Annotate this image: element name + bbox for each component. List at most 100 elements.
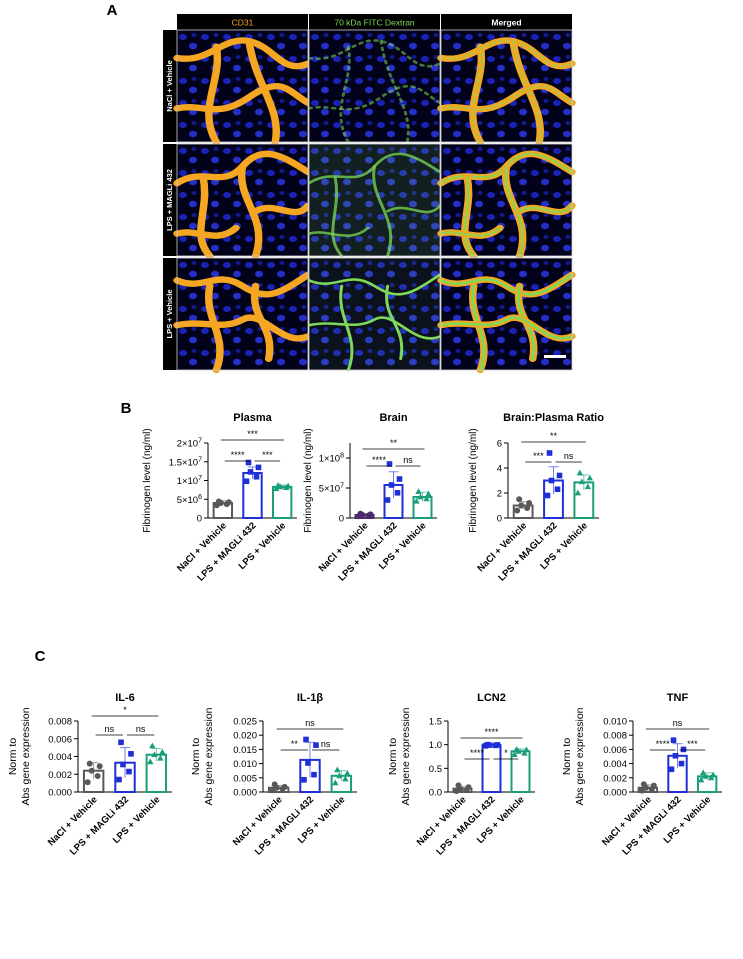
data-point (272, 485, 280, 492)
micrograph-tile (307, 257, 442, 372)
vessel-group (331, 176, 344, 258)
vessel-cd31 (173, 83, 312, 113)
y-tick-label: 0 (339, 514, 344, 525)
vessel-dextran (307, 273, 442, 296)
y-tick-label: 5×107 (319, 483, 344, 495)
dextran-leak-haze (309, 258, 440, 370)
y-tick-label: 4 (497, 464, 502, 475)
bar (510, 750, 531, 793)
significance-label: ns (564, 451, 574, 461)
data-point (305, 760, 311, 766)
vessel-cd31 (437, 83, 576, 113)
data-point (544, 492, 551, 499)
y-tick-label: 0.010 (233, 759, 257, 770)
data-point (225, 499, 232, 506)
significance-label: *** (247, 429, 258, 439)
data-point (94, 773, 101, 780)
significance-label: ns (321, 739, 331, 749)
data-point (116, 776, 122, 783)
vessel-group (437, 271, 576, 298)
nuclei-background (309, 30, 440, 142)
data-point (701, 772, 709, 779)
micrograph-tile (437, 29, 576, 146)
data-point (576, 469, 584, 476)
data-point (578, 478, 586, 485)
vessel-dextran (339, 45, 351, 144)
column-header-bg (177, 14, 308, 30)
vessel-cd31 (173, 314, 312, 342)
data-point (386, 461, 393, 467)
data-point (415, 488, 422, 494)
y-tick-label: 0.002 (603, 773, 627, 784)
vessel-group (205, 43, 222, 146)
y-tick-label: 1.0 (429, 740, 442, 751)
y-axis-label: Fibrinogen level (ng/ml) (142, 428, 153, 533)
y-tick-label: 0.015 (233, 745, 257, 756)
vessel-group (251, 202, 312, 216)
y-tick-label: 0.010 (603, 717, 627, 728)
nuclei-background (177, 258, 308, 370)
chart-brain: Brain 0 5×107 1×108 Fibrinogen level (ng/ml)… (303, 412, 437, 584)
chart-tnf: TNF 0.000 0.002 0.004 0.006 0.008 0.010 Norm to… (561, 692, 722, 858)
vessel-group (173, 83, 312, 113)
micrograph-tile (307, 143, 442, 258)
scale-bar (544, 355, 566, 358)
vessel-dextran (307, 226, 370, 237)
x-category-label: NaCl + Vehicle (317, 520, 371, 574)
data-point (284, 482, 292, 489)
chart-plasma: Plasma 0 5×106 1×107 1.5×107 2×107 Fibrinogen … (142, 412, 297, 584)
data-point (413, 497, 420, 504)
y-axis-label: Fibrinogen level (ng/ml) (303, 428, 314, 533)
panel-letter-a: A (107, 2, 118, 19)
micrograph-tile (173, 257, 312, 374)
vessel-group (437, 314, 576, 342)
x-category-label: LPS + MAGLi 432 (253, 794, 316, 857)
data-point (118, 739, 124, 746)
data-point (334, 766, 341, 773)
data-point (516, 496, 523, 503)
vessel-group (173, 224, 240, 239)
data-point (672, 752, 679, 759)
y-axis-label: Norm toAbs gene expression (190, 707, 215, 805)
vessel-dextran (504, 165, 525, 258)
data-point (455, 782, 462, 789)
data-point (554, 486, 561, 493)
data-point (521, 749, 528, 756)
data-point (584, 483, 592, 490)
tile-border (308, 257, 441, 371)
row-header-bg (163, 144, 177, 256)
data-point (511, 751, 518, 758)
chart-title: Brain:Plasma Ratio (503, 412, 604, 424)
tile-border (176, 29, 309, 143)
x-category-label: NaCl + Vehicle (175, 520, 229, 574)
significance-label: ns (136, 724, 146, 734)
chart-title: LCN2 (477, 692, 506, 704)
y-tick-label: 0.008 (48, 717, 72, 728)
tile-border (176, 143, 309, 257)
data-point (247, 469, 254, 475)
x-category-label: LPS + MAGLi 432 (68, 794, 131, 857)
chart-il6: IL-6 0.000 0.002 0.004 0.006 0.008 Norm toAbs … (7, 692, 172, 858)
column-header-bg (441, 14, 572, 30)
vessel-group (501, 163, 527, 260)
vessel-group (386, 204, 442, 214)
data-point (313, 742, 319, 748)
data-point (271, 781, 278, 788)
vessel-group (509, 37, 545, 146)
data-point (680, 746, 687, 753)
significance-label: ** (291, 739, 299, 749)
vessel-group (197, 174, 214, 260)
data-point (281, 783, 288, 790)
vessel-cd31 (245, 37, 281, 146)
data-point (513, 746, 520, 752)
y-tick-label: 0.025 (233, 717, 257, 728)
tile-border (176, 257, 309, 371)
data-point (151, 751, 158, 758)
vessel-group (307, 39, 442, 68)
data-point (243, 478, 250, 485)
data-point (253, 473, 260, 480)
y-tick-label: 0.0 (429, 788, 442, 799)
vessel-dextran (379, 39, 410, 144)
data-point (423, 495, 430, 502)
x-category-label: NaCl + Vehicle (600, 794, 654, 848)
